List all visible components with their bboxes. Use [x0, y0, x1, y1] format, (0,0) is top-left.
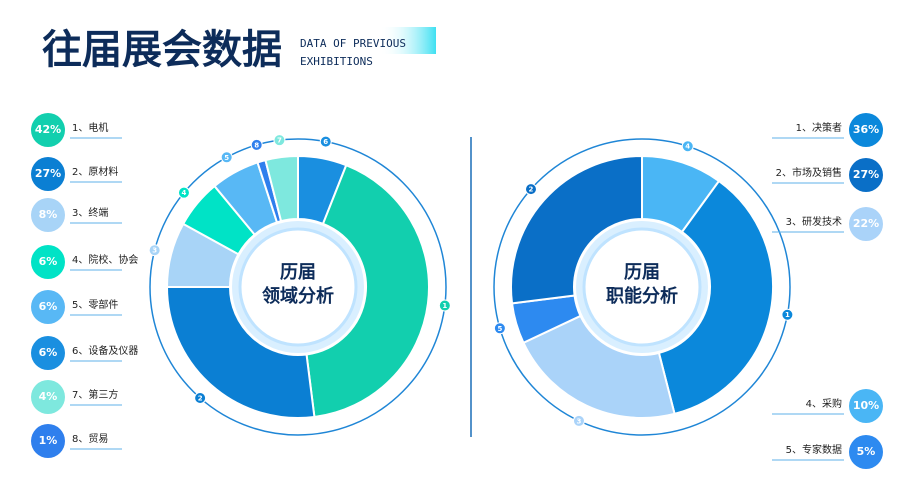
ring-marker	[250, 138, 263, 151]
ring-marker	[220, 151, 233, 164]
ring-label: 3	[152, 247, 157, 255]
ring-label: 6	[323, 138, 328, 146]
legend-badge	[31, 113, 65, 147]
legend-value: 8%	[39, 208, 58, 221]
slice	[165, 286, 316, 419]
subtitle: DATA OF PREVIOUS	[300, 37, 406, 50]
legend-label: 5、专家数据	[786, 443, 842, 456]
center-label: 职能分析	[606, 285, 678, 307]
legend-label: 3、研发技术	[786, 215, 842, 228]
slice	[510, 154, 643, 305]
legend-label: 4、院校、协会	[72, 253, 138, 266]
legend-badge	[31, 198, 65, 232]
ring-label: 7	[277, 137, 282, 145]
ring-label: 5	[224, 154, 229, 162]
legend-label: 1、决策者	[796, 121, 842, 134]
ring-marker	[194, 392, 207, 405]
title: 往届展会数据	[42, 27, 282, 73]
legend-badge	[31, 245, 65, 279]
legend-label: 6、设备及仪器	[72, 344, 138, 357]
legend-label: 5、零部件	[72, 298, 118, 311]
ring-label: 2	[198, 395, 203, 403]
slice	[657, 179, 774, 416]
slice	[305, 163, 430, 419]
ring-marker	[493, 322, 506, 335]
ring-marker	[572, 414, 585, 427]
legend-value: 22%	[853, 217, 879, 230]
legend-value: 27%	[853, 168, 879, 181]
legend-badge	[849, 389, 883, 423]
center-disc	[238, 227, 358, 347]
ring-marker	[524, 183, 537, 196]
ring-marker	[438, 299, 451, 312]
legend-label: 4、采购	[806, 397, 842, 410]
ring-marker	[681, 140, 694, 153]
legend-badge	[31, 290, 65, 324]
legend-label: 2、原材料	[72, 165, 118, 178]
title-accent	[380, 27, 436, 54]
ring-label: 4	[182, 189, 187, 197]
legend-value: 6%	[39, 300, 58, 313]
ring-label: 2	[529, 186, 534, 194]
legend-badge	[31, 336, 65, 370]
outer-ring	[149, 138, 447, 436]
legend-value: 10%	[853, 399, 879, 412]
center-disc	[582, 227, 702, 347]
legend-value: 27%	[35, 167, 61, 180]
legend-value: 42%	[35, 123, 61, 136]
legend-badge	[31, 380, 65, 414]
center-label: 历届	[624, 262, 660, 283]
legend-value: 6%	[39, 255, 58, 268]
ring-marker	[177, 186, 190, 199]
legend-value: 1%	[39, 434, 58, 447]
slice	[264, 154, 299, 223]
center-label: 历届	[280, 262, 316, 283]
legend-label: 3、终端	[72, 206, 108, 219]
legend-label: 8、贸易	[72, 433, 108, 445]
legend-value: 4%	[39, 390, 58, 403]
ring-marker	[273, 134, 286, 147]
ring-marker	[781, 308, 794, 321]
ring-label: 4	[685, 143, 690, 151]
legend-value: 6%	[39, 346, 58, 359]
ring-label: 8	[254, 141, 259, 149]
legend-badge	[849, 158, 883, 192]
slice	[522, 314, 676, 419]
legend-badge	[849, 207, 883, 241]
legend-label: 1、电机	[72, 121, 108, 134]
ring-label: 1	[442, 302, 447, 310]
center-label: 领域分析	[262, 285, 334, 307]
legend-label: 7、第三方	[72, 388, 118, 401]
legend-badge	[849, 113, 883, 147]
legend-badge	[31, 424, 65, 458]
legend-value: 36%	[853, 123, 879, 136]
ring-label: 1	[785, 311, 790, 319]
legend-badge	[849, 435, 883, 469]
outer-ring	[493, 138, 791, 436]
ring-marker	[319, 135, 332, 148]
subtitle: EXHIBITIONS	[300, 55, 373, 68]
legend-label: 2、市场及销售	[776, 166, 842, 179]
ring-label: 3	[577, 417, 582, 425]
legend-value: 5%	[857, 445, 876, 458]
ring-marker	[148, 244, 161, 257]
ring-label: 5	[497, 325, 502, 333]
legend-badge	[31, 157, 65, 191]
